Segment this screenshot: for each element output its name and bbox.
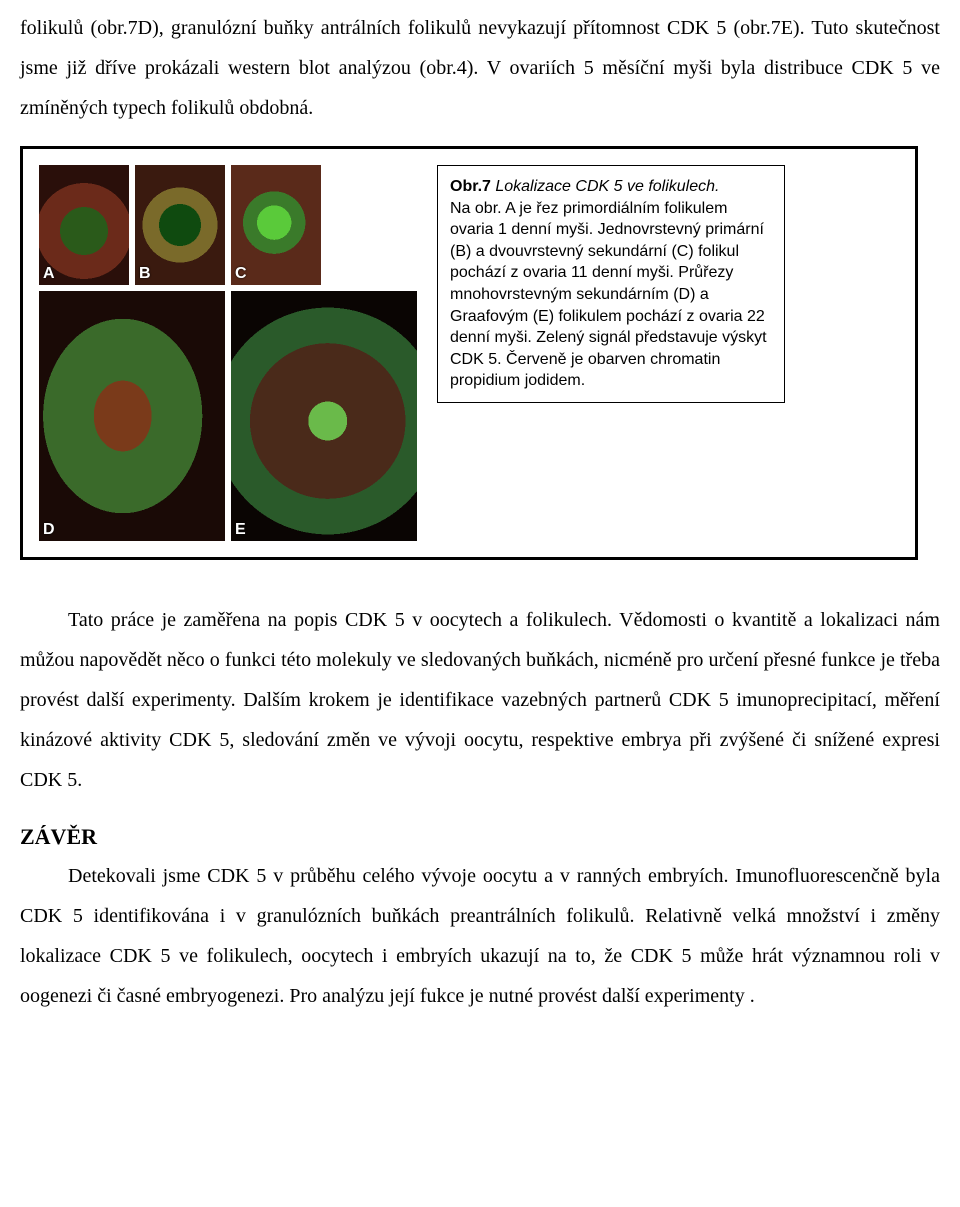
figure-panel-c: C <box>231 165 321 285</box>
paragraph-3: Detekovali jsme CDK 5 v průběhu celého v… <box>20 856 940 1016</box>
figure-label-e: E <box>235 521 246 539</box>
figure-panel-a: A <box>39 165 129 285</box>
section-heading-zaver: ZÁVĚR <box>20 824 940 850</box>
figure-label-c: C <box>235 265 247 283</box>
figure-panel-e: E <box>231 291 417 541</box>
paragraph-1: folikulů (obr.7D), granulózní buňky antr… <box>20 8 940 128</box>
figure-label-d: D <box>43 521 55 539</box>
figure-7-images: A B C D E <box>39 165 417 541</box>
figure-label-b: B <box>139 265 151 283</box>
figure-7-frame: A B C D E <box>20 146 918 560</box>
paragraph-2: Tato práce je zaměřena na popis CDK 5 v … <box>20 600 940 800</box>
figure-panel-b: B <box>135 165 225 285</box>
figure-label-a: A <box>43 265 55 283</box>
figure-panel-d: D <box>39 291 225 541</box>
figure-7-caption: Obr.7 Lokalizace CDK 5 ve folikulech. Na… <box>437 165 785 403</box>
caption-title-italic: Lokalizace CDK 5 ve folikulech. <box>491 178 720 195</box>
caption-body: Na obr. A je řez primordiálním folikulem… <box>450 200 767 390</box>
caption-title-bold: Obr.7 <box>450 178 491 195</box>
